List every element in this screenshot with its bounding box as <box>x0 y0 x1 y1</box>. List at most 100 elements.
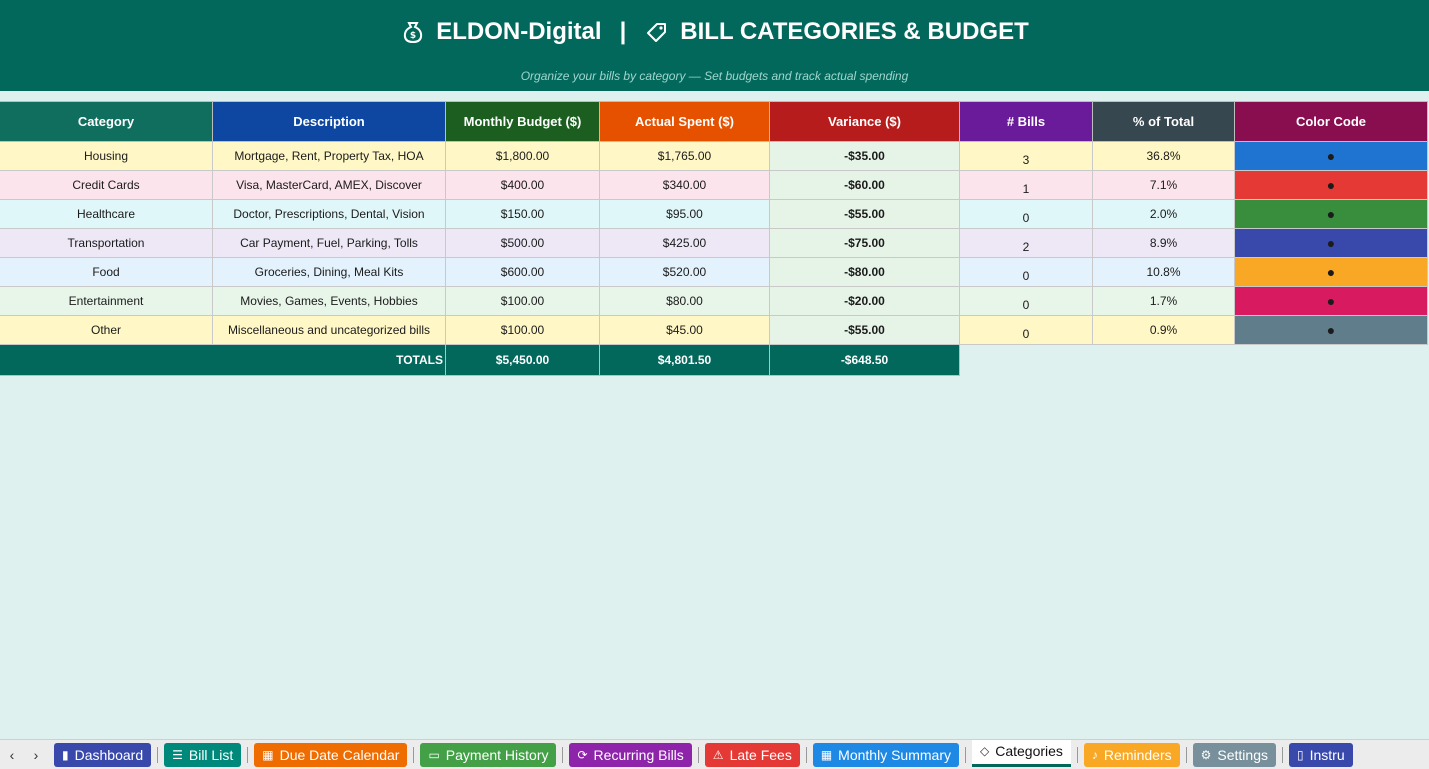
tab-due-date-calendar[interactable]: ▦ Due Date Calendar <box>254 742 408 767</box>
tab-label: Recurring Bills <box>593 746 684 763</box>
bill-count-cell[interactable]: 0 <box>959 315 1093 345</box>
budget-cell[interactable]: $100.00 <box>445 315 600 345</box>
spent-cell[interactable]: $80.00 <box>599 286 770 316</box>
tab-reminders[interactable]: ♪ Reminders <box>1083 742 1180 767</box>
description-cell[interactable]: Mortgage, Rent, Property Tax, HOA <box>212 141 446 171</box>
category-cell[interactable]: Housing <box>0 141 213 171</box>
bill-count-cell[interactable]: 1 <box>959 170 1093 200</box>
tab-divider <box>413 746 415 763</box>
scroll-tabs-right-button[interactable]: › <box>33 746 39 763</box>
bill-count-cell[interactable]: 2 <box>959 228 1093 258</box>
percent-cell[interactable]: 36.8% <box>1092 141 1235 171</box>
bill-count-cell[interactable]: 3 <box>959 141 1093 171</box>
column-header-color-code[interactable]: Color Code <box>1234 101 1428 142</box>
column-header--of-total[interactable]: % of Total <box>1092 101 1235 142</box>
description-cell[interactable]: Miscellaneous and uncategorized bills <box>212 315 446 345</box>
spent-cell[interactable]: $340.00 <box>599 170 770 200</box>
variance-cell[interactable]: -$80.00 <box>769 257 960 287</box>
description-cell[interactable]: Groceries, Dining, Meal Kits <box>212 257 446 287</box>
variance-cell[interactable]: -$35.00 <box>769 141 960 171</box>
totals-spent[interactable]: $4,801.50 <box>599 344 770 376</box>
tab-instru[interactable]: ▯ Instru <box>1288 742 1353 767</box>
table-row: Entertainment Movies, Games, Events, Hobb… <box>0 286 1428 316</box>
svg-text:$: $ <box>410 31 416 41</box>
category-cell[interactable]: Healthcare <box>0 199 213 229</box>
color-code-cell[interactable]: ● <box>1234 170 1428 200</box>
percent-cell[interactable]: 0.9% <box>1092 315 1235 345</box>
budget-cell[interactable]: $100.00 <box>445 286 600 316</box>
spent-cell[interactable]: $425.00 <box>599 228 770 258</box>
tab-recurring-bills[interactable]: ⟳ Recurring Bills <box>569 742 692 767</box>
budget-cell[interactable]: $150.00 <box>445 199 600 229</box>
tab-label: Instru <box>1309 746 1345 763</box>
tab-divider <box>964 746 966 763</box>
totals-label[interactable]: TOTALS <box>0 344 446 376</box>
tab-bill-list[interactable]: ☰ Bill List <box>164 742 242 767</box>
description-cell[interactable]: Car Payment, Fuel, Parking, Tolls <box>212 228 446 258</box>
bill-count-cell[interactable]: 0 <box>959 286 1093 316</box>
percent-cell[interactable]: 7.1% <box>1092 170 1235 200</box>
tab-monthly-summary[interactable]: ▦ Monthly Summary <box>812 742 959 767</box>
percent-cell[interactable]: 8.9% <box>1092 228 1235 258</box>
category-cell[interactable]: Other <box>0 315 213 345</box>
column-header-category[interactable]: Category <box>0 101 213 142</box>
spent-cell[interactable]: $1,765.00 <box>599 141 770 171</box>
column-header-description[interactable]: Description <box>212 101 446 142</box>
category-cell[interactable]: Food <box>0 257 213 287</box>
repeat-icon: ⟳ <box>577 747 588 762</box>
tab-label: Reminders <box>1103 746 1172 763</box>
variance-cell[interactable]: -$55.00 <box>769 199 960 229</box>
variance-cell[interactable]: -$60.00 <box>769 170 960 200</box>
calendar-icon: ▦ <box>820 747 833 762</box>
budget-cell[interactable]: $400.00 <box>445 170 600 200</box>
tab-categories[interactable]: ◇ Categories <box>971 740 1071 767</box>
color-code-cell[interactable]: ● <box>1234 199 1428 229</box>
spent-cell[interactable]: $95.00 <box>599 199 770 229</box>
gear-icon: ⚙ <box>1200 747 1212 762</box>
color-code-cell[interactable]: ● <box>1234 315 1428 345</box>
color-code-cell[interactable]: ● <box>1234 257 1428 287</box>
tag-icon <box>644 19 670 45</box>
scroll-tabs-left-button[interactable]: ‹ <box>9 746 15 763</box>
budget-cell[interactable]: $600.00 <box>445 257 600 287</box>
description-cell[interactable]: Doctor, Prescriptions, Dental, Vision <box>212 199 446 229</box>
color-code-cell[interactable]: ● <box>1234 141 1428 171</box>
variance-cell[interactable]: -$20.00 <box>769 286 960 316</box>
category-cell[interactable]: Transportation <box>0 228 213 258</box>
category-cell[interactable]: Entertainment <box>0 286 213 316</box>
money-bag-icon: $ <box>400 19 426 45</box>
color-code-cell[interactable]: ● <box>1234 228 1428 258</box>
variance-cell[interactable]: -$55.00 <box>769 315 960 345</box>
tab-settings[interactable]: ⚙ Settings <box>1192 742 1276 767</box>
color-code-cell[interactable]: ● <box>1234 286 1428 316</box>
category-cell[interactable]: Credit Cards <box>0 170 213 200</box>
column-header-actual-spent[interactable]: Actual Spent ($) <box>599 101 770 142</box>
budget-cell[interactable]: $1,800.00 <box>445 141 600 171</box>
tab-dashboard[interactable]: ▮ Dashboard <box>54 742 152 767</box>
description-cell[interactable]: Visa, MasterCard, AMEX, Discover <box>212 170 446 200</box>
tab-label: Late Fees <box>729 746 792 763</box>
warning-icon: ⚠ <box>712 747 724 762</box>
spent-cell[interactable]: $520.00 <box>599 257 770 287</box>
percent-cell[interactable]: 1.7% <box>1092 286 1235 316</box>
spent-cell[interactable]: $45.00 <box>599 315 770 345</box>
tab-label: Monthly Summary <box>838 746 951 763</box>
percent-cell[interactable]: 10.8% <box>1092 257 1235 287</box>
budget-cell[interactable]: $500.00 <box>445 228 600 258</box>
variance-cell[interactable]: -$75.00 <box>769 228 960 258</box>
tab-payment-history[interactable]: ▭ Payment History <box>420 742 557 767</box>
tab-divider <box>805 746 807 763</box>
column-header--bills[interactable]: # Bills <box>959 101 1093 142</box>
totals-variance[interactable]: -$648.50 <box>769 344 960 376</box>
column-header-variance[interactable]: Variance ($) <box>769 101 960 142</box>
brand-name: ELDON-Digital <box>436 18 602 45</box>
tab-late-fees[interactable]: ⚠ Late Fees <box>704 742 800 767</box>
description-cell[interactable]: Movies, Games, Events, Hobbies <box>212 286 446 316</box>
bill-count-cell[interactable]: 0 <box>959 199 1093 229</box>
header-banner <box>0 0 1429 91</box>
totals-budget[interactable]: $5,450.00 <box>445 344 600 376</box>
column-header-monthly-budget[interactable]: Monthly Budget ($) <box>445 101 600 142</box>
bill-count-cell[interactable]: 0 <box>959 257 1093 287</box>
percent-cell[interactable]: 2.0% <box>1092 199 1235 229</box>
tab-divider <box>157 746 159 763</box>
